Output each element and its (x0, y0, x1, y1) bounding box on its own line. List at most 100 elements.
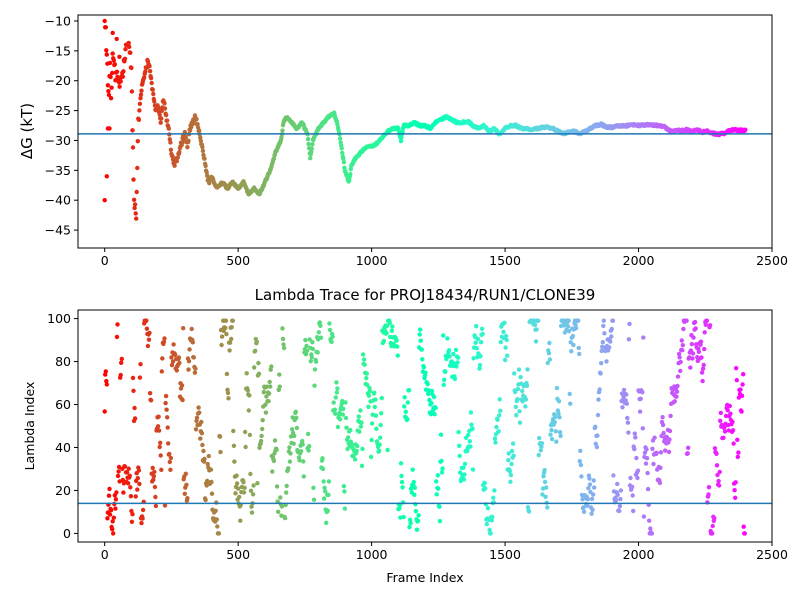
lambda-point (714, 463, 720, 468)
delta-g-point (309, 146, 314, 151)
lambda-point (542, 467, 547, 473)
lambda-point (478, 354, 483, 359)
lambda-point (632, 431, 637, 436)
lambda-point (312, 367, 318, 372)
delta-g-point (117, 54, 122, 59)
lambda-point (269, 364, 274, 369)
delta-g-point (136, 117, 142, 123)
lambda-point (437, 518, 443, 524)
lambda-point (631, 508, 636, 514)
lambda-point (675, 374, 681, 379)
lambda-point (358, 424, 364, 429)
lambda-point (384, 323, 390, 328)
lambda-point (703, 322, 708, 327)
delta-g-point (194, 117, 199, 122)
delta-g-point (159, 116, 164, 121)
delta-g-point (143, 69, 148, 74)
lambda-point (174, 368, 179, 373)
lambda-point (439, 458, 444, 464)
lambda-point (194, 415, 200, 420)
lambda-point (651, 461, 656, 467)
lambda-point (279, 504, 285, 509)
lambda-point (581, 505, 586, 510)
lambda-point (474, 346, 479, 351)
lambda-point (536, 452, 541, 458)
lambda-point (661, 430, 666, 436)
lambda-point (106, 493, 112, 498)
lambda-point (498, 339, 503, 345)
x-tick-label: 500 (226, 547, 250, 562)
delta-g-point (147, 69, 153, 74)
lambda-point (124, 470, 130, 475)
delta-g-point (149, 80, 154, 86)
lambda-point (677, 355, 682, 360)
lambda-point (604, 359, 609, 364)
lambda-point (289, 427, 295, 432)
lambda-point (253, 348, 258, 353)
delta-g-point (341, 156, 346, 161)
lambda-point (260, 418, 265, 423)
lambda-point (439, 470, 445, 475)
lambda-point (192, 370, 198, 375)
lambda-point (621, 387, 627, 393)
x-tick-label: 1000 (356, 547, 388, 562)
lambda-point (626, 337, 632, 342)
lambda-point (241, 490, 247, 495)
lambda-point (311, 485, 316, 490)
lambda-point (520, 399, 525, 404)
lambda-point (474, 324, 479, 329)
lambda-point (566, 318, 571, 323)
lambda-point (316, 330, 321, 335)
lambda-point (420, 357, 425, 362)
lambda-point (638, 396, 643, 401)
lambda-point (674, 389, 680, 394)
delta-g-point (162, 106, 168, 111)
lambda-point (344, 425, 349, 430)
delta-g-point (114, 36, 119, 42)
lambda-point (678, 359, 683, 365)
lambda-y-axis-label: Lambda Index (22, 382, 37, 471)
lambda-point (135, 476, 140, 481)
delta-g-point (150, 87, 155, 92)
lambda-point (652, 435, 657, 440)
lambda-point (434, 492, 439, 497)
delta-g-point (398, 138, 404, 144)
lambda-point (568, 401, 573, 406)
lambda-point (674, 394, 679, 399)
lambda-point (254, 339, 259, 344)
lambda-point (236, 486, 241, 491)
lambda-point (300, 438, 305, 444)
lambda-point (648, 526, 653, 531)
delta-g-point (175, 155, 180, 160)
lambda-point (387, 320, 392, 325)
delta-g-point (123, 47, 128, 52)
lambda-point (332, 407, 337, 412)
lambda-point (372, 390, 377, 395)
lambda-point (537, 435, 542, 441)
delta-g-point (135, 165, 140, 171)
lambda-point (247, 432, 253, 438)
lambda-point (712, 446, 718, 451)
lambda-point (607, 345, 612, 350)
lambda-point (256, 360, 261, 366)
lambda-point (278, 495, 283, 500)
lambda-point (573, 325, 579, 331)
lambda-point (151, 477, 156, 482)
lambda-point (716, 478, 721, 484)
lambda-point (501, 329, 506, 335)
delta-g-point (306, 141, 311, 147)
lambda-point (208, 467, 214, 472)
lambda-point (378, 435, 383, 440)
lambda-point (129, 519, 135, 524)
lambda-point (594, 444, 600, 450)
lambda-point (534, 327, 539, 332)
delta-g-point (129, 65, 134, 71)
lambda-point (369, 421, 375, 426)
delta-g-point (139, 88, 144, 93)
lambda-point (644, 447, 649, 452)
delta-g-point (165, 118, 170, 123)
lambda-point (202, 456, 207, 462)
lambda-point (497, 397, 502, 402)
lambda-point (608, 339, 613, 344)
lambda-point (421, 365, 427, 370)
